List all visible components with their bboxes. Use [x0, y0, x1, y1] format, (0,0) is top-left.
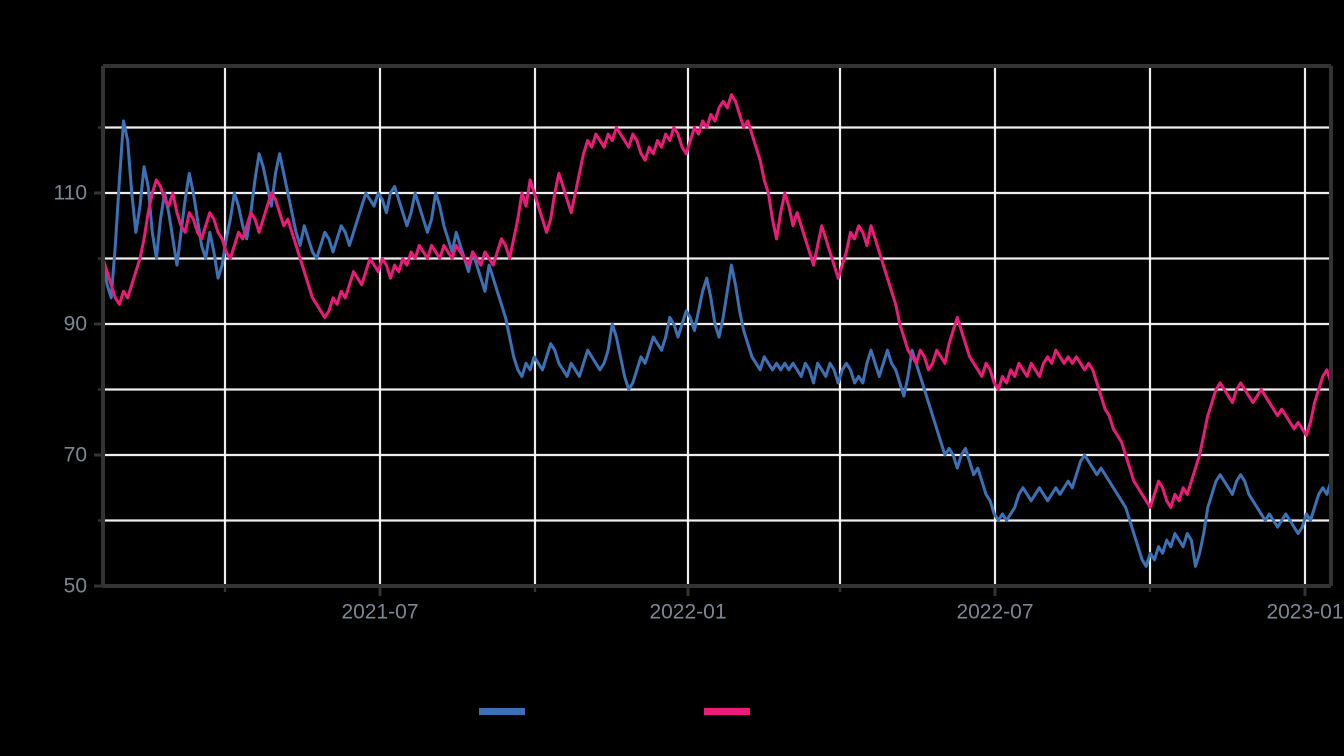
- y-tick-label: 50: [64, 575, 87, 598]
- series-line-1[interactable]: [103, 119, 1331, 568]
- x-tick-label: 2023-01: [1266, 600, 1343, 623]
- x-axis-ticks: 2021-07 2022-01 2022-07 2023-01: [223, 586, 1344, 623]
- series-line-2[interactable]: [103, 93, 1331, 509]
- y-tick-label: 90: [64, 313, 87, 336]
- y-tick-label: 70: [64, 444, 87, 467]
- y-tick-label: 110: [54, 182, 87, 205]
- x-tick-label: 2022-07: [956, 600, 1033, 623]
- y-axis-ticks: 50 70 90 110: [54, 126, 103, 598]
- legend-swatch-1[interactable]: [479, 708, 525, 715]
- x-tick-label: 2021-07: [341, 600, 418, 623]
- x-tick-label: 2022-01: [649, 600, 726, 623]
- legend: [479, 708, 750, 715]
- legend-swatch-2[interactable]: [704, 708, 750, 715]
- gridlines: [103, 66, 1331, 588]
- axes: [101, 64, 1333, 588]
- series-group: [103, 93, 1331, 568]
